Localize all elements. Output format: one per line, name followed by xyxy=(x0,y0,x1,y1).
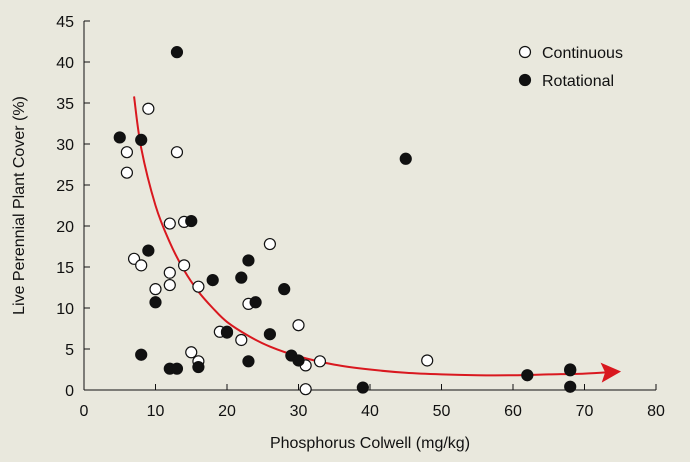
rotational-point xyxy=(278,283,291,296)
x-tick-label: 0 xyxy=(80,403,89,420)
y-tick-label: 0 xyxy=(65,383,74,400)
legend-label: Continuous xyxy=(542,45,623,62)
continuous-point xyxy=(299,383,312,396)
x-axis-label: Phosphorus Colwell (mg/kg) xyxy=(270,435,470,452)
rotational-point xyxy=(242,254,255,267)
x-tick-label: 20 xyxy=(218,403,236,420)
y-tick-label: 10 xyxy=(56,301,74,318)
y-tick-label: 35 xyxy=(56,96,74,113)
rotational-point xyxy=(170,362,184,375)
data-points xyxy=(113,46,577,396)
y-tick-label: 5 xyxy=(65,342,74,359)
legend-label: Rotational xyxy=(542,73,614,90)
continuous-point xyxy=(120,166,134,179)
rotational-point xyxy=(113,131,126,144)
rotational-point xyxy=(142,244,155,257)
rotational-point xyxy=(185,214,198,228)
trend-line-group xyxy=(133,96,622,383)
rotational-point xyxy=(135,348,148,361)
rotational-point xyxy=(170,46,184,59)
x-tick-label: 80 xyxy=(647,403,665,420)
rotational-point xyxy=(249,296,262,309)
continuous-point xyxy=(149,283,162,296)
x-tick-label: 50 xyxy=(433,403,451,420)
legend-marker xyxy=(518,45,532,59)
rotational-point xyxy=(192,360,205,374)
continuous-point xyxy=(235,333,248,347)
rotational-point xyxy=(564,364,577,377)
rotational-point xyxy=(292,354,305,367)
rotational-point xyxy=(263,328,276,341)
continuous-point xyxy=(163,217,176,230)
rotational-point xyxy=(521,369,534,382)
continuous-point xyxy=(142,102,155,115)
y-tick-label: 20 xyxy=(56,219,74,236)
rotational-point xyxy=(242,355,255,368)
axes: 0 10 20 30 40 50 60 70 80 0 5 10 15 20 25 30 35 40 45 xyxy=(56,14,665,420)
y-axis-label: Live Perennial Plant Cover (%) xyxy=(11,96,28,315)
rotational-point xyxy=(399,152,412,165)
x-tick-label: 30 xyxy=(290,403,308,420)
trend-line xyxy=(133,96,622,383)
y-tick-label: 25 xyxy=(56,178,74,195)
rotational-point xyxy=(235,271,248,284)
y-tick-label: 40 xyxy=(56,55,74,72)
rotational-point xyxy=(135,133,148,146)
y-tick-label: 30 xyxy=(56,137,74,154)
rotational-point xyxy=(206,274,219,287)
continuous-point xyxy=(192,280,205,293)
x-tick-label: 40 xyxy=(361,403,379,420)
rotational-point xyxy=(220,325,234,338)
rotational-point xyxy=(149,296,162,309)
continuous-point xyxy=(135,259,148,272)
rotational-point xyxy=(564,380,577,393)
continuous-point xyxy=(163,266,176,279)
continuous-point xyxy=(313,355,327,368)
continuous-point xyxy=(178,259,191,272)
continuous-point xyxy=(185,346,198,359)
continuous-point xyxy=(120,146,134,159)
continuous-point xyxy=(263,237,276,251)
continuous-point xyxy=(421,354,434,367)
y-tick-label: 45 xyxy=(56,14,74,31)
x-tick-label: 60 xyxy=(504,403,522,420)
rotational-point xyxy=(356,381,369,394)
x-tick-label: 70 xyxy=(576,403,594,420)
continuous-point xyxy=(163,278,176,292)
legend: Continuous Rotational xyxy=(518,45,623,90)
continuous-point xyxy=(170,146,184,159)
legend-marker xyxy=(518,73,532,87)
x-tick-label: 10 xyxy=(147,403,165,420)
continuous-point xyxy=(292,319,305,332)
y-tick-label: 15 xyxy=(56,260,74,277)
